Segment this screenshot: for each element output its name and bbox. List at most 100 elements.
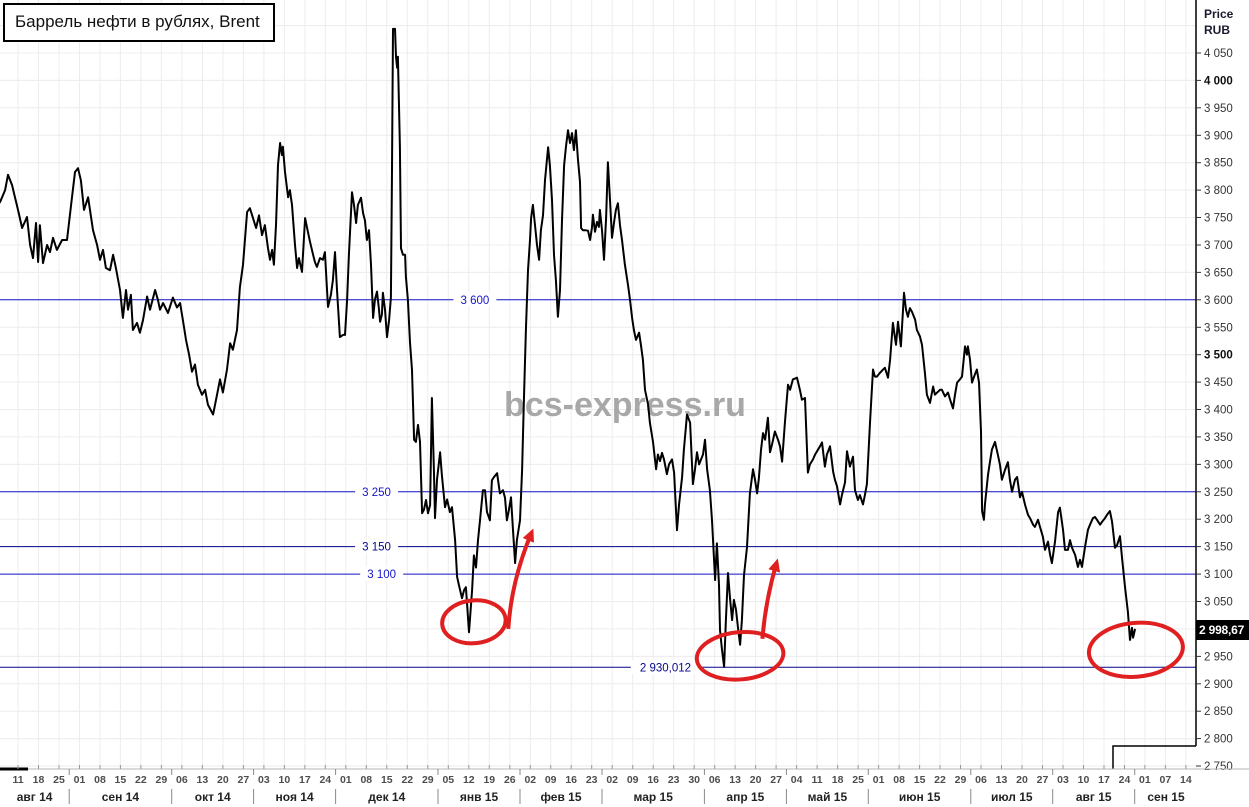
day-tick-label: 22 — [135, 774, 147, 786]
support-label: 3 600 — [461, 295, 490, 307]
month-label: фев 15 — [540, 790, 581, 804]
day-tick-label: 29 — [422, 774, 434, 786]
day-tick-label: 10 — [1078, 774, 1090, 786]
date-axis[interactable]: 11 18 25 01 08 15 22 29 06 13 20 27 03 10 17 24 01 08 15 22… — [0, 765, 1249, 804]
day-tick-label: 20 — [217, 774, 229, 786]
day-tick-label: 13 — [729, 774, 741, 786]
price-tick-label: 3 800 — [1204, 185, 1233, 197]
month-label: ноя 14 — [276, 790, 314, 804]
day-tick-label: 06 — [709, 774, 721, 786]
day-tick-label: 15 — [914, 774, 926, 786]
day-tick-label: 13 — [996, 774, 1008, 786]
day-tick-label: 06 — [176, 774, 188, 786]
day-tick-label: 06 — [975, 774, 987, 786]
day-tick-label: 23 — [668, 774, 680, 786]
month-label: авг 15 — [1076, 790, 1112, 804]
highlight-ellipse — [440, 598, 508, 646]
day-tick-label: 16 — [647, 774, 659, 786]
day-tick-label: 27 — [770, 774, 782, 786]
month-label: янв 15 — [460, 790, 499, 804]
day-tick-label: 08 — [893, 774, 905, 786]
day-tick-label: 01 — [1139, 774, 1151, 786]
day-tick-label: 15 — [381, 774, 393, 786]
day-tick-label: 16 — [565, 774, 577, 786]
day-tick-label: 27 — [238, 774, 250, 786]
day-tick-label: 20 — [750, 774, 762, 786]
chart-title-box: Баррель нефти в рублях, Brent — [3, 3, 275, 42]
price-tick-label: 3 050 — [1204, 597, 1233, 609]
highlight-ellipse — [694, 629, 786, 682]
day-tick-label: 01 — [340, 774, 352, 786]
day-tick-label: 04 — [791, 774, 803, 786]
day-tick-label: 01 — [873, 774, 885, 786]
price-tick-label: 3 850 — [1204, 158, 1233, 170]
price-tick-label: 3 900 — [1204, 130, 1233, 142]
day-tick-label: 07 — [1160, 774, 1172, 786]
month-label: окт 14 — [195, 790, 231, 804]
day-tick-label: 11 — [812, 774, 823, 786]
price-tick-label: 3 550 — [1204, 322, 1233, 334]
day-tick-label: 22 — [934, 774, 946, 786]
price-tick-label: 3 350 — [1204, 432, 1233, 444]
price-tick-label: 3 400 — [1204, 405, 1233, 417]
day-tick-label: 25 — [53, 774, 65, 786]
price-tick-label: 4 050 — [1204, 48, 1233, 60]
day-tick-label: 02 — [524, 774, 536, 786]
day-tick-label: 11 — [12, 774, 23, 786]
last-price-tag: 2 998,67 — [1196, 620, 1249, 640]
price-line[interactable] — [0, 27, 1136, 668]
support-label: 3 100 — [367, 569, 396, 581]
month-label: июн 15 — [899, 790, 941, 804]
price-tick-label: 3 450 — [1204, 377, 1233, 389]
day-tick-label: 09 — [545, 774, 557, 786]
day-tick-label: 24 — [319, 774, 331, 786]
price-tick-label: 3 250 — [1204, 487, 1233, 499]
day-tick-label: 29 — [955, 774, 967, 786]
up-arrow — [760, 558, 781, 639]
day-tick-label: 14 — [1180, 774, 1192, 786]
price-tick-label: 3 950 — [1204, 103, 1233, 115]
highlight-ellipse — [1086, 620, 1185, 679]
day-tick-label: 08 — [360, 774, 372, 786]
price-tick-label: 2 900 — [1204, 679, 1233, 691]
price-tick-label: 3 700 — [1204, 240, 1233, 252]
support-label: 3 250 — [362, 487, 391, 499]
grid — [0, 0, 1196, 768]
day-tick-label: 30 — [688, 774, 700, 786]
month-label: апр 15 — [726, 790, 764, 804]
price-axis-header: Price RUB — [1204, 6, 1233, 38]
price-tick-label: 2 800 — [1204, 734, 1233, 746]
day-tick-label: 03 — [1057, 774, 1069, 786]
day-tick-label: 02 — [606, 774, 618, 786]
day-tick-label: 05 — [442, 774, 454, 786]
price-tick-label: 3 500 — [1204, 350, 1233, 362]
month-label: сен 14 — [102, 790, 140, 804]
day-tick-label: 20 — [1016, 774, 1028, 786]
up-arrow — [506, 528, 534, 630]
day-tick-label: 26 — [504, 774, 516, 786]
price-axis-header-line1: Price — [1204, 7, 1234, 21]
price-tick-label: 3 750 — [1204, 213, 1233, 225]
day-tick-label: 24 — [1119, 774, 1131, 786]
price-tick-label: 2 950 — [1204, 651, 1233, 663]
day-tick-label: 15 — [115, 774, 127, 786]
day-tick-label: 12 — [463, 774, 475, 786]
price-tick-label: 3 650 — [1204, 267, 1233, 279]
day-tick-label: 13 — [197, 774, 209, 786]
month-label: авг 14 — [17, 790, 53, 804]
month-label: дек 14 — [368, 790, 405, 804]
price-axis-header-line2: RUB — [1204, 23, 1230, 37]
day-tick-label: 03 — [258, 774, 270, 786]
day-tick-label: 01 — [74, 774, 86, 786]
price-tick-label: 2 750 — [1204, 761, 1233, 773]
day-tick-label: 29 — [156, 774, 168, 786]
day-tick-label: 22 — [401, 774, 413, 786]
day-tick-label: 09 — [627, 774, 639, 786]
support-label: 2 930,012 — [640, 662, 691, 674]
day-tick-label: 18 — [832, 774, 844, 786]
support-label: 3 150 — [362, 542, 391, 554]
day-tick-label: 08 — [94, 774, 106, 786]
day-tick-label: 27 — [1037, 774, 1049, 786]
